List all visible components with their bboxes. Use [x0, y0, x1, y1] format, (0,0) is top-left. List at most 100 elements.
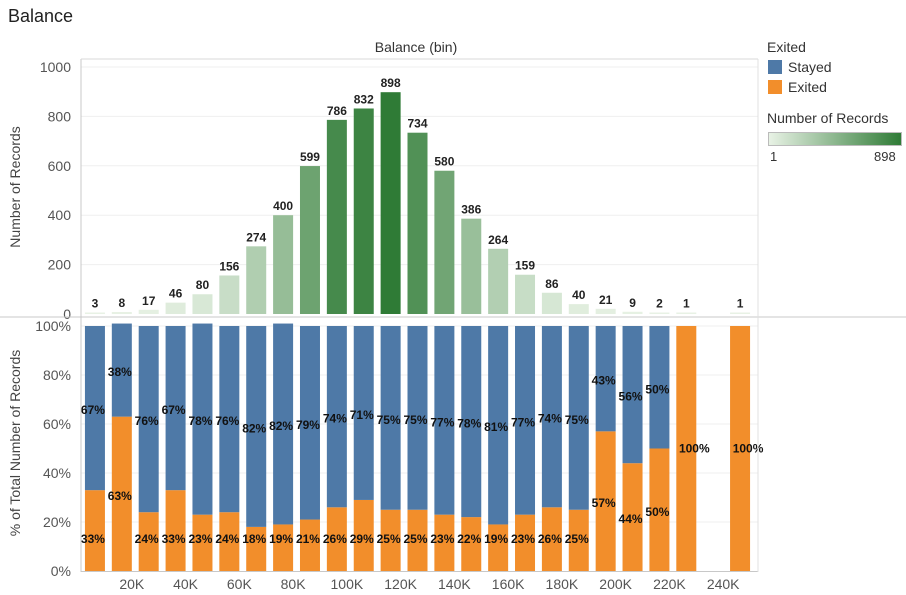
legend-item-stayed[interactable]: Stayed: [768, 59, 832, 75]
bar-exited[interactable]: [676, 326, 697, 571]
top-bar[interactable]: [568, 304, 589, 314]
exited-pct-label: 100%: [733, 442, 764, 456]
top-y-tick-label: 400: [48, 207, 72, 223]
bar-exited[interactable]: [649, 448, 670, 572]
top-bar[interactable]: [461, 218, 482, 314]
bar-stayed[interactable]: [111, 323, 132, 417]
bar-stayed[interactable]: [649, 326, 670, 449]
top-bar[interactable]: [541, 292, 562, 314]
top-bar[interactable]: [273, 215, 294, 314]
bar-stayed[interactable]: [488, 326, 509, 525]
exited-pct-label: 57%: [592, 496, 616, 510]
bar-stayed[interactable]: [192, 323, 213, 515]
stayed-pct-label: 77%: [430, 415, 454, 429]
bar-exited[interactable]: [219, 512, 240, 571]
top-chart-title: Balance (bin): [375, 39, 458, 55]
top-bar[interactable]: [165, 302, 186, 314]
top-bar[interactable]: [488, 248, 509, 314]
bar-exited[interactable]: [111, 416, 132, 571]
bar-exited[interactable]: [380, 509, 401, 571]
bar-stayed[interactable]: [407, 326, 428, 510]
top-bar[interactable]: [326, 119, 347, 314]
bar-exited[interactable]: [84, 490, 105, 571]
legend-label-exited: Exited: [788, 79, 827, 95]
top-bar[interactable]: [192, 294, 213, 314]
bar-exited[interactable]: [595, 431, 616, 571]
top-bar[interactable]: [84, 312, 105, 315]
bar-stayed[interactable]: [273, 323, 294, 525]
bar-stayed[interactable]: [515, 326, 536, 515]
top-bar-label: 580: [434, 155, 454, 169]
exited-pct-label: 23%: [430, 532, 454, 546]
top-bar-label: 159: [515, 259, 535, 273]
bar-exited[interactable]: [407, 509, 428, 571]
bar-exited[interactable]: [461, 517, 482, 571]
top-bar[interactable]: [595, 308, 616, 314]
bar-stayed[interactable]: [568, 326, 589, 510]
top-bar[interactable]: [676, 312, 697, 315]
bar-stayed[interactable]: [353, 326, 374, 500]
bar-stayed[interactable]: [326, 326, 347, 508]
stayed-pct-label: 82%: [242, 421, 266, 435]
bar-stayed[interactable]: [622, 326, 643, 464]
bar-stayed[interactable]: [246, 326, 267, 527]
bar-exited[interactable]: [299, 519, 320, 571]
top-bar-label: 1: [737, 297, 744, 311]
top-bar[interactable]: [219, 275, 240, 314]
top-bar[interactable]: [353, 108, 374, 314]
legend-item-exited[interactable]: Exited: [768, 79, 827, 95]
bottom-y-tick-label: 40%: [43, 465, 71, 481]
bar-exited[interactable]: [515, 514, 536, 571]
bar-stayed[interactable]: [84, 326, 105, 491]
bar-exited[interactable]: [326, 507, 347, 571]
bar-exited[interactable]: [541, 507, 562, 571]
exited-pct-label: 33%: [162, 532, 186, 546]
top-bar-label: 40: [572, 288, 586, 302]
bar-exited[interactable]: [138, 512, 159, 571]
top-bar[interactable]: [299, 166, 320, 314]
bar-stayed[interactable]: [461, 326, 482, 518]
top-bar[interactable]: [434, 170, 455, 314]
exited-pct-label: 26%: [538, 532, 562, 546]
bar-exited[interactable]: [273, 524, 294, 571]
bar-exited[interactable]: [192, 514, 213, 571]
bar-exited[interactable]: [568, 509, 589, 571]
bar-exited[interactable]: [730, 326, 751, 571]
bar-exited[interactable]: [488, 524, 509, 571]
bar-exited[interactable]: [434, 514, 455, 571]
exited-pct-label: 25%: [403, 532, 427, 546]
stayed-pct-label: 71%: [350, 408, 374, 422]
top-bar[interactable]: [380, 92, 401, 314]
exited-pct-label: 29%: [350, 532, 374, 546]
bar-stayed[interactable]: [219, 326, 240, 513]
bar-stayed[interactable]: [299, 326, 320, 520]
legend-swatch-exited: [768, 80, 782, 94]
top-bar[interactable]: [138, 309, 159, 314]
top-bar[interactable]: [111, 312, 132, 314]
top-bar[interactable]: [730, 312, 751, 315]
bar-stayed[interactable]: [434, 326, 455, 515]
top-bar[interactable]: [407, 132, 428, 314]
bar-exited[interactable]: [353, 499, 374, 571]
stayed-pct-label: 38%: [108, 365, 132, 379]
bar-stayed[interactable]: [165, 326, 186, 491]
bar-stayed[interactable]: [595, 326, 616, 432]
top-bar-label: 1: [683, 297, 690, 311]
top-bar[interactable]: [515, 274, 536, 314]
top-bar[interactable]: [622, 311, 643, 314]
exited-pct-label: 25%: [565, 532, 589, 546]
x-tick-label: 20K: [119, 576, 145, 592]
bar-stayed[interactable]: [541, 326, 562, 508]
bar-exited[interactable]: [246, 526, 267, 571]
top-bar-label: 264: [488, 233, 508, 247]
bar-exited[interactable]: [622, 463, 643, 571]
exited-pct-label: 50%: [645, 505, 669, 519]
bar-stayed[interactable]: [138, 326, 159, 513]
top-bar[interactable]: [649, 312, 670, 315]
bottom-y-ticks: 0% 20% 40% 60% 80% 100%: [35, 318, 71, 579]
x-tick-label: 140K: [438, 576, 471, 592]
bar-stayed[interactable]: [380, 326, 401, 510]
top-bar[interactable]: [246, 246, 267, 314]
bar-exited[interactable]: [165, 490, 186, 571]
